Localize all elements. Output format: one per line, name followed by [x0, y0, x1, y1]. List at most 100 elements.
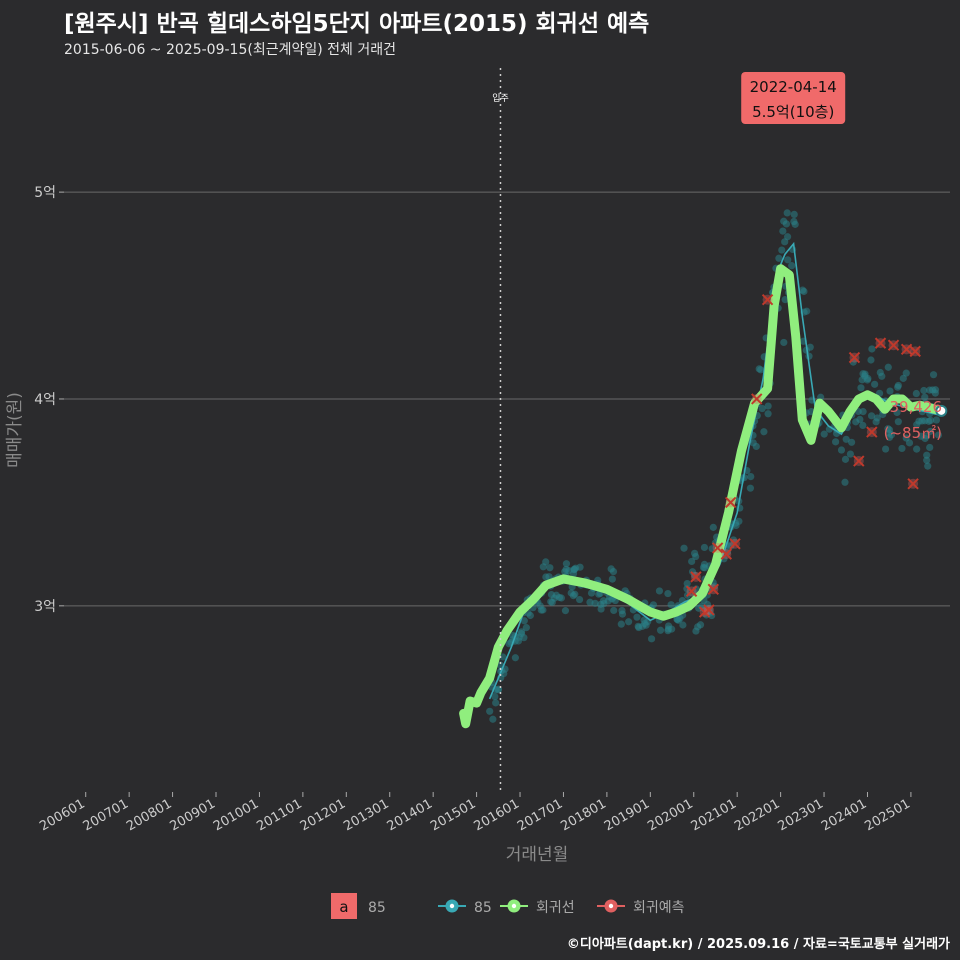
transaction-point: [608, 575, 616, 583]
transaction-point: [800, 287, 808, 296]
x-tick-label: 202501: [862, 796, 912, 834]
transaction-point: [700, 543, 709, 552]
forecast-cross: [690, 571, 702, 583]
transaction-point: [921, 393, 929, 401]
x-tick-label: 201901: [602, 796, 652, 834]
forecast-cross: [848, 351, 861, 364]
transaction-point: [692, 627, 700, 635]
end-value-label: 39,426: [890, 398, 943, 416]
forecast-cross: [887, 339, 900, 351]
x-tick-label: 201601: [472, 796, 522, 834]
transaction-point: [848, 438, 856, 446]
forecast-cross: [724, 496, 737, 509]
transaction-point: [522, 624, 530, 632]
forecast-cross: [729, 538, 741, 550]
forecast-cross: [909, 345, 921, 358]
forecast-cross: [751, 393, 763, 405]
transaction-point: [701, 564, 709, 572]
transaction-point: [886, 387, 894, 395]
transaction-point: [898, 444, 906, 453]
x-tick-label: 201101: [254, 796, 304, 834]
transaction-point: [567, 589, 575, 597]
scatter-points: [486, 209, 943, 723]
transaction-point: [921, 434, 929, 443]
transaction-point: [867, 412, 876, 420]
transaction-point: [758, 404, 766, 413]
transaction-point: [856, 415, 864, 423]
transaction-point: [932, 416, 941, 424]
transaction-point: [679, 621, 687, 629]
legend-area-label: 85: [368, 900, 386, 916]
chart-title: [원주시] 반곡 힐데스하임5단지 아파트(2015) 회귀선 예측: [64, 11, 650, 37]
legend-85-dot-center: [449, 903, 455, 909]
forecast-cross: [711, 542, 724, 554]
transaction-point: [929, 371, 938, 379]
transaction-point: [893, 408, 901, 417]
transaction-point: [635, 623, 643, 632]
transaction-point: [920, 386, 928, 395]
transaction-point: [859, 370, 867, 378]
transaction-point: [649, 601, 658, 609]
transaction-point: [842, 435, 850, 443]
transaction-point: [791, 220, 799, 228]
transaction-point: [868, 345, 876, 353]
grid: [64, 191, 950, 607]
transaction-point: [546, 564, 554, 572]
x-tick-label: 202301: [776, 796, 826, 834]
legend-regression-label: 회귀선: [536, 900, 575, 916]
transaction-point: [680, 544, 688, 552]
x-tick-label: 201501: [428, 796, 478, 834]
transaction-point: [902, 369, 910, 377]
series-lines: [459, 241, 946, 729]
transaction-point: [618, 610, 627, 618]
transaction-point: [779, 227, 787, 235]
x-tick-label: 201401: [385, 796, 435, 834]
transaction-point: [752, 442, 760, 451]
transaction-point: [784, 233, 792, 241]
x-tick-label: 201001: [211, 796, 261, 834]
legend-forecast-label: 회귀예측: [633, 900, 685, 916]
transaction-point: [492, 699, 500, 707]
transaction-point: [831, 438, 840, 446]
transaction-point: [913, 421, 921, 429]
x-tick-label: 201301: [341, 796, 391, 834]
transaction-point: [491, 692, 499, 701]
legend-regression-dot-center: [511, 903, 517, 909]
transaction-point: [837, 446, 846, 454]
transaction-point: [780, 338, 788, 347]
transaction-point: [841, 455, 850, 463]
transaction-point: [788, 262, 796, 270]
transaction-point: [931, 386, 940, 394]
transaction-point: [926, 443, 934, 452]
transaction-point: [683, 579, 691, 588]
forecast-cross: [866, 426, 878, 438]
transaction-point: [683, 585, 691, 593]
transaction-point: [760, 428, 768, 436]
move-in-label: 입주: [492, 92, 509, 104]
legend-area-swatch: [331, 893, 357, 919]
end-point: [935, 404, 948, 417]
forecast-cross: [874, 337, 887, 349]
transaction-point: [926, 427, 935, 435]
transaction-point: [764, 402, 772, 410]
x-tick-label: 200601: [37, 796, 87, 834]
transaction-point: [923, 456, 931, 464]
transaction-point: [542, 558, 550, 566]
transaction-point: [899, 374, 907, 382]
transaction-point: [775, 254, 783, 262]
x-tick-label: 202201: [732, 796, 782, 834]
y-tick-label: 5억: [34, 185, 56, 201]
transaction-point: [625, 618, 633, 626]
transaction-point: [927, 416, 935, 425]
transaction-point: [846, 450, 855, 458]
transaction-point: [780, 217, 788, 225]
x-tick-label: 202401: [819, 796, 869, 834]
transaction-point: [586, 598, 594, 606]
transaction-point: [505, 640, 513, 648]
footer-credit: ©디아파트(dapt.kr) / 2025.09.16 / 자료=국토교통부 실…: [566, 937, 950, 952]
y-axis-title: 매매가(원): [5, 392, 25, 468]
transaction-point: [894, 381, 902, 390]
transaction-point: [784, 256, 792, 264]
x-tick-label: 200801: [124, 796, 174, 834]
